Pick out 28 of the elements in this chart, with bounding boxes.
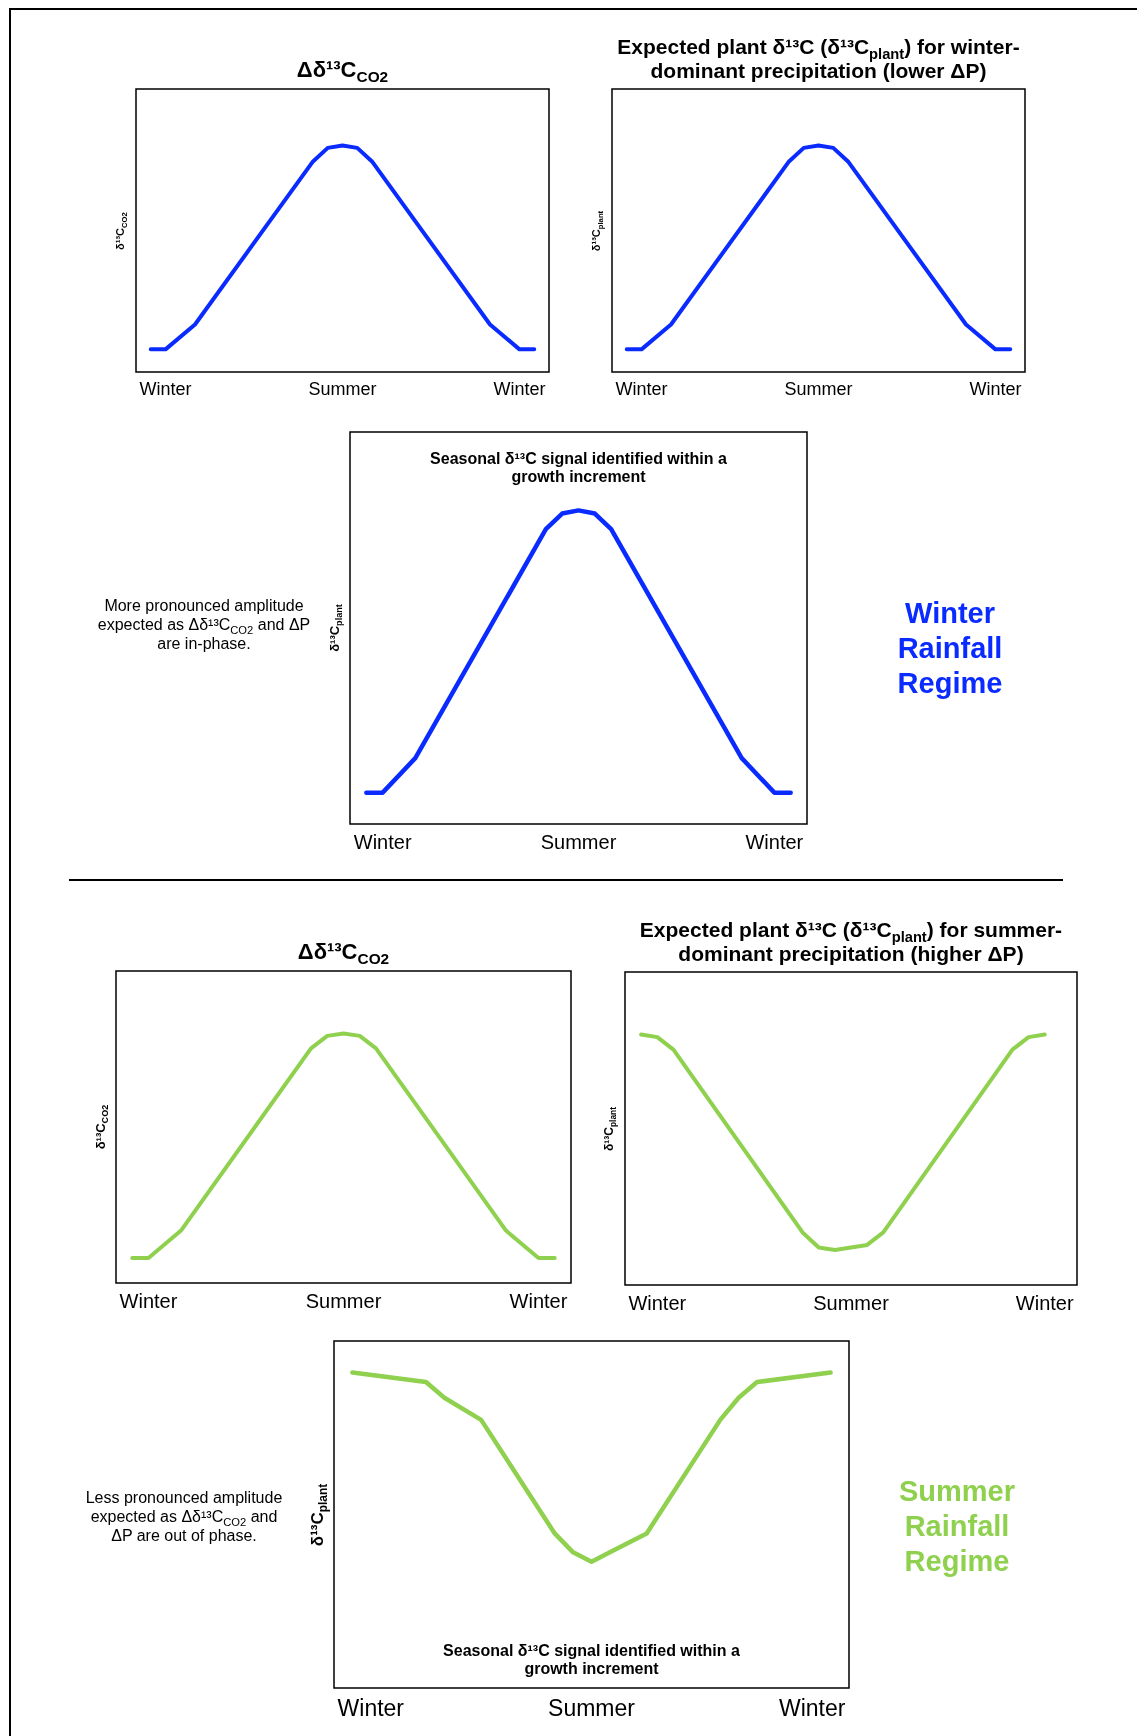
x-tick-label: Winter (1015, 1292, 1074, 1314)
x-tick-label: Winter (628, 1292, 687, 1314)
x-tick-label: Winter (139, 379, 192, 399)
x-tick-label: Summer (308, 379, 377, 399)
chart-title: Δδ¹³C$_{CO2}$ (296, 939, 391, 968)
x-tick-label: Winter (509, 1290, 568, 1312)
x-tick-label: Summer (540, 831, 617, 853)
x-tick-label: Winter (615, 379, 668, 399)
chart-title: Seasonal δ¹³C signal identified within a growth increment (429, 450, 728, 486)
text: More pronounced amplitude expected as Δδ¹³C$_{CO2}$ and ΔP are in-phase. (96, 596, 312, 654)
x-tick-label: Summer (548, 1694, 636, 1721)
x-tick-label: Winter (493, 379, 546, 399)
x-tick-label: Winter (337, 1694, 405, 1721)
chart-title: Expected plant δ¹³C (δ¹³C$_{plant}$) for summer-dominant precipitation (higher ΔP) (638, 918, 1064, 966)
text: Summer Rainfall Regime (897, 1474, 1016, 1579)
x-tick-label: Winter (353, 831, 412, 853)
text: Seasonal δ¹³C signal identified within a growth increment (442, 1642, 741, 1678)
x-tick-label: Summer (305, 1290, 382, 1312)
chart-title: Δδ¹³C$_{CO2}$ (295, 57, 390, 86)
x-tick-label: Summer (784, 379, 853, 399)
x-tick-label: Winter (969, 379, 1022, 399)
chart-title: Expected plant δ¹³C (δ¹³C$_{plant}$) for winter-dominant precipitation (lower ΔP) (616, 35, 1021, 83)
x-tick-label: Winter (778, 1694, 846, 1721)
x-tick-label: Summer (813, 1292, 890, 1314)
x-tick-label: Winter (745, 831, 804, 853)
x-tick-label: Winter (119, 1290, 178, 1312)
text: Winter Rainfall Regime (896, 596, 1004, 701)
text: Less pronounced amplitude expected as Δδ¹³C$_{CO2}$ and ΔP are out of phase. (84, 1488, 284, 1546)
